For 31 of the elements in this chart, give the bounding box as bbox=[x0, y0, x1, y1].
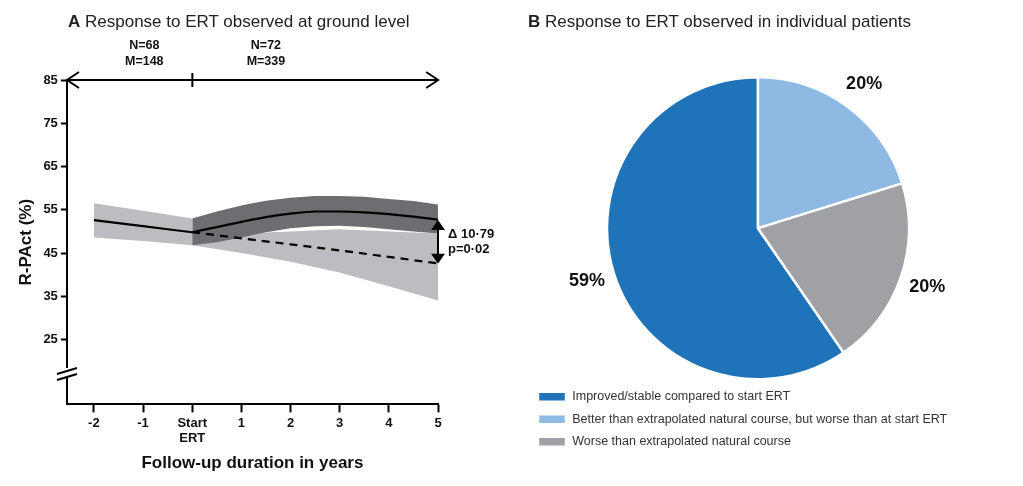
x-axis-title: Follow-up duration in years bbox=[141, 453, 364, 473]
x-tick-label: 3 bbox=[336, 414, 344, 430]
y-tick-label: 65 bbox=[43, 158, 58, 174]
legend-label: Worse than extrapolated natural course bbox=[572, 434, 791, 449]
chart-title: A Response to ERT observed at ground level bbox=[68, 12, 410, 32]
y-tick-label: 25 bbox=[43, 331, 58, 347]
data-label: 20% bbox=[909, 275, 946, 296]
y-tick-label: 75 bbox=[43, 114, 58, 130]
x-tick-label: 2 bbox=[286, 414, 295, 430]
x-tick-label: -1 bbox=[137, 414, 149, 430]
legend-label: Better than extrapolated natural course, but worse than at start ERT bbox=[572, 411, 948, 426]
data-label: 59% bbox=[569, 270, 606, 291]
x-tick-label: Start ERT bbox=[177, 414, 208, 446]
y-tick-label: 55 bbox=[43, 201, 58, 217]
x-tick-label: -2 bbox=[88, 414, 100, 430]
legend-label: Improved/stable compared to start ERT bbox=[572, 389, 791, 404]
text: N=72 bbox=[250, 38, 282, 52]
x-tick-label: 1 bbox=[237, 414, 245, 430]
text: N=68 bbox=[129, 38, 160, 52]
x-tick-label: 4 bbox=[385, 414, 394, 430]
chart-title: B Response to ERT observed in individual patients bbox=[528, 12, 912, 32]
y-tick-label: 35 bbox=[43, 287, 58, 303]
text: M=339 bbox=[246, 54, 286, 68]
data-label: 20% bbox=[846, 73, 883, 94]
annotation: p=0·02 bbox=[448, 241, 490, 257]
y-axis-title: R-PAct (%) bbox=[15, 198, 35, 286]
y-tick-label: 85 bbox=[43, 71, 58, 87]
y-tick-label: 45 bbox=[43, 244, 58, 260]
annotation: Δ 10·79 bbox=[448, 226, 495, 242]
x-tick-label: 5 bbox=[434, 414, 442, 430]
text: M=148 bbox=[124, 54, 164, 68]
